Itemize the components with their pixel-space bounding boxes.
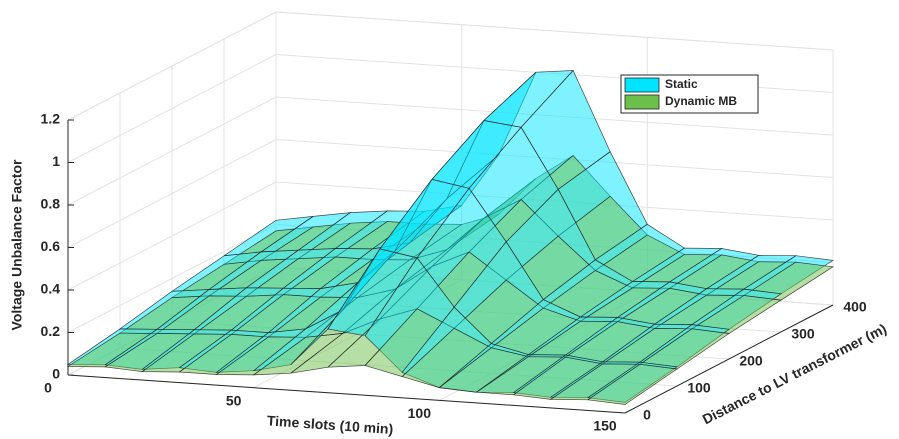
z-tick-label: 1 [52,153,60,169]
legend-swatch [624,94,660,110]
surface-cell [586,363,678,405]
z-tick-label: 0 [52,366,60,382]
x-tick-label: 0 [44,380,52,396]
z-tick-label: 1.2 [41,111,61,127]
z-tick-label: 0.6 [41,238,61,254]
y-tick-label: 0 [643,407,651,423]
legend-label: Static [665,77,698,91]
y-tick-label: 100 [687,380,711,396]
labels: 0 0.2 0.4 0.6 0.8 1 1.2 0 50 100 150 0 100 200 300 400 [41,111,867,434]
y-axis [624,304,834,414]
y-tick-label: 400 [843,299,867,315]
x-tick-label: 50 [226,392,242,408]
z-tick-label: 0.2 [41,323,61,339]
legend: Static Dynamic MB [620,74,759,114]
surfaces [66,69,835,405]
y-tick-label: 300 [791,326,815,342]
legend-label: Dynamic MB [665,94,737,108]
z-tick-label: 0.4 [41,281,61,297]
z-axis-label: Voltage Unbalance Factor [9,159,25,330]
grid-line [275,11,834,51]
x-axis-label: Time slots (10 min) [266,412,393,437]
x-tick-label: 150 [593,418,617,434]
y-tick-label: 200 [739,353,763,369]
x-tick-label: 100 [408,405,432,421]
legend-swatch [624,77,660,93]
x-axis [67,374,626,414]
z-tick-label: 0.8 [41,196,61,212]
